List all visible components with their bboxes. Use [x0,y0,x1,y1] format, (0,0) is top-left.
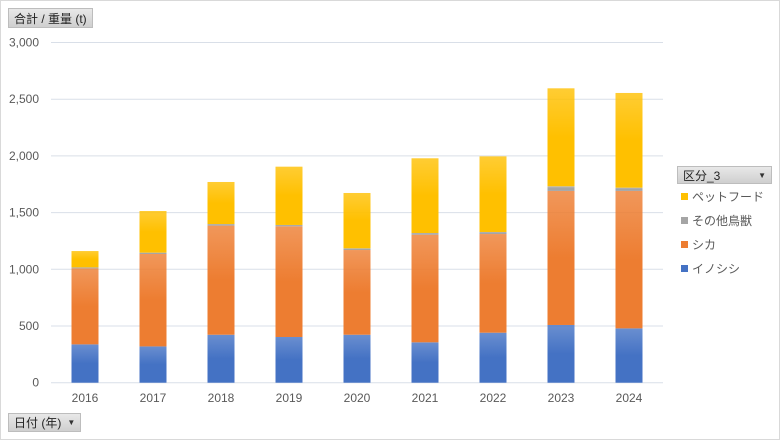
x-tick-label: 2019 [276,391,303,405]
x-tick-label: 2017 [140,391,167,405]
bar-segment-2022-2[interactable] [479,231,507,235]
bar-segment-2021-0[interactable] [411,342,439,383]
axis-field-label: 日付 (年) [14,416,62,430]
legend-label: シカ [692,237,717,252]
bar-segment-2016-1[interactable] [71,268,99,345]
y-tick-label: 500 [19,319,39,333]
y-tick-label: 1,500 [9,206,39,220]
bar-segment-2022-1[interactable] [479,234,507,333]
x-tick-label: 2024 [616,391,643,405]
bar-segment-2016-0[interactable] [71,344,99,383]
legend-swatch [681,192,688,200]
legend-item[interactable]: シカ [677,232,772,256]
dropdown-arrow-icon: ▼ [758,170,766,180]
bar-segment-2022-3[interactable] [479,156,507,232]
bar-segment-2024-2[interactable] [615,187,643,191]
bar-segment-2021-3[interactable] [411,158,439,234]
y-tick-label: 1,000 [9,262,39,276]
bar-segment-2018-2[interactable] [207,224,235,226]
legend-swatch [681,264,688,272]
bar-segment-2018-1[interactable] [207,225,235,335]
x-tick-label: 2022 [480,391,507,405]
bar-segment-2017-3[interactable] [139,211,167,253]
legend-label: その他鳥獣 [692,213,753,228]
y-tick-label: 0 [32,376,39,390]
bar-segment-2019-0[interactable] [275,336,303,383]
bar-segment-2017-0[interactable] [139,346,167,383]
bar-segment-2020-1[interactable] [343,250,371,335]
legend-swatch [681,240,688,248]
x-tick-label: 2018 [208,391,235,405]
bar-segment-2019-1[interactable] [275,226,303,337]
bar-segment-2020-2[interactable] [343,248,371,251]
x-tick-label: 2023 [548,391,575,405]
legend-item[interactable]: イノシシ [677,256,772,280]
axis-field-filter-button[interactable]: 日付 (年) ▼ [8,413,82,432]
bar-segment-2021-2[interactable] [411,233,439,235]
value-field-button[interactable]: 合計 / 重量 (t) [8,8,93,28]
bar-segment-2022-0[interactable] [479,332,507,383]
bar-segment-2024-1[interactable] [615,190,643,329]
y-tick-label: 3,000 [9,36,39,50]
bar-segment-2016-2[interactable] [71,267,99,269]
bar-segment-2017-2[interactable] [139,252,167,254]
bar-segment-2020-0[interactable] [343,334,371,383]
bar-segment-2023-2[interactable] [547,186,575,191]
x-tick-label: 2021 [412,391,439,405]
legend-label: イノシシ [692,261,741,276]
legend-item[interactable]: その他鳥獣 [677,208,772,232]
bar-segment-2017-1[interactable] [139,253,167,347]
bar-segment-2024-3[interactable] [615,92,643,188]
y-tick-label: 2,000 [9,149,39,163]
legend-field-filter-button[interactable]: 区分_3 ▼ [677,166,772,184]
bar-segment-2018-0[interactable] [207,334,235,383]
bar-segment-2020-3[interactable] [343,192,371,249]
legend-swatch [681,216,688,224]
bar-segment-2023-3[interactable] [547,88,575,187]
bar-segment-2019-3[interactable] [275,166,303,225]
legend-label: ペットフード [692,189,765,204]
legend: 区分_3 ▼ ペットフード その他鳥獣シカイノシシ [677,166,772,280]
bar-segment-2016-3[interactable] [71,251,99,268]
dropdown-arrow-icon: ▼ [67,418,76,427]
y-tick-label: 2,500 [9,92,39,106]
x-tick-label: 2020 [344,391,371,405]
bar-segment-2024-0[interactable] [615,328,643,383]
bar-segment-2023-0[interactable] [547,324,575,383]
legend-field-label: 区分_3 [683,168,721,183]
x-tick-label: 2016 [72,391,99,405]
bar-segment-2019-2[interactable] [275,224,303,227]
bar-segment-2023-1[interactable] [547,190,575,325]
bar-segment-2018-3[interactable] [207,181,235,225]
bar-segment-2021-1[interactable] [411,234,439,343]
value-field-label: 合計 / 重量 (t) [14,11,87,26]
legend-item[interactable]: ペットフード [677,184,772,208]
